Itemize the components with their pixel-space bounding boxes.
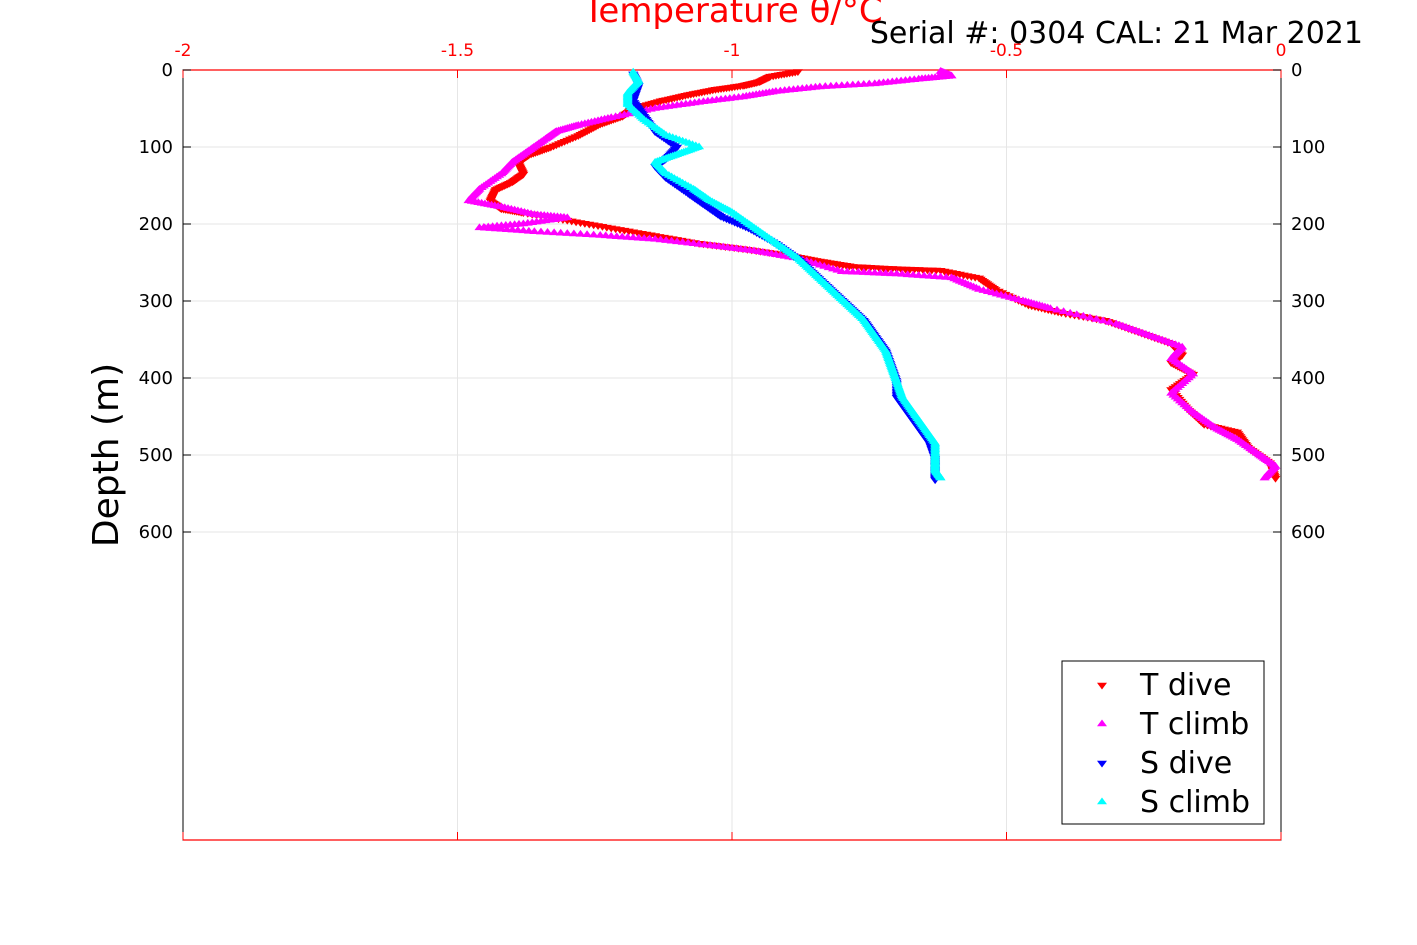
y-tick-label-right: 500	[1291, 445, 1325, 466]
y-axis-label: Depth (m)	[86, 363, 127, 547]
y-tick-label-left: 100	[139, 137, 173, 158]
data-point	[542, 227, 553, 235]
legend-marker	[1097, 719, 1107, 727]
legend-marker	[1097, 682, 1107, 690]
y-tick-label-left: 500	[139, 445, 173, 466]
data-point	[1045, 304, 1056, 311]
x-tick-label: -0.5	[990, 41, 1023, 61]
y-tick-label-right: 300	[1291, 291, 1325, 312]
legend-entry-label: T climb	[1139, 707, 1249, 742]
data-point	[1270, 475, 1281, 483]
data-point	[529, 227, 540, 234]
y-tick-label-left: 300	[139, 291, 173, 312]
legend-entry-label: S dive	[1140, 746, 1232, 781]
legend-entry-label: S climb	[1140, 785, 1250, 820]
chart-title: Temperature θ/°C	[582, 0, 882, 31]
y-tick-label-left: 0	[162, 60, 173, 81]
legend-entry-label: T dive	[1139, 668, 1231, 703]
y-tick-label-left: 600	[139, 522, 173, 543]
legend: T dive T climb S dive S climb	[1061, 660, 1265, 825]
y-tick-label-right: 400	[1291, 368, 1325, 389]
data-point	[562, 229, 573, 236]
data-point	[535, 227, 546, 235]
data-point	[1091, 314, 1102, 322]
data-points	[463, 67, 1281, 485]
x-tick-label: -1.5	[441, 41, 474, 61]
legend-box	[1061, 660, 1265, 825]
x-tick-label: -2	[175, 41, 192, 61]
data-point	[568, 229, 579, 237]
data-point	[1084, 313, 1095, 321]
y-tick-label-right: 0	[1291, 60, 1302, 81]
y-tick-label-left: 200	[139, 214, 173, 235]
grid	[182, 69, 1282, 840]
series-s-climb	[622, 67, 946, 481]
legend-marker	[1097, 797, 1107, 805]
data-point	[555, 228, 566, 236]
y-tick-label-right: 200	[1291, 214, 1325, 235]
data-point	[588, 230, 599, 238]
data-point	[1078, 311, 1089, 319]
data-point	[1065, 308, 1076, 316]
x-tick-label: 0	[1276, 41, 1287, 61]
chart-subtitle: Serial #: 0304 CAL: 21 Mar 2021	[870, 16, 1363, 51]
data-point	[575, 229, 586, 237]
x-tick-label: -1	[724, 41, 741, 61]
y-tick-label-right: 100	[1291, 137, 1325, 158]
y-ticks: 0 0 100 100 200 200 300 300 400 400 500 500 600 600	[139, 60, 1326, 543]
data-point	[1098, 316, 1109, 324]
data-point	[1052, 305, 1063, 313]
x-ticks: -2 -1.5 -1 -0.5 0	[175, 41, 1287, 840]
data-point	[1071, 310, 1082, 318]
data-point	[1058, 307, 1069, 315]
data-point	[1104, 318, 1115, 325]
data-point	[582, 230, 593, 238]
y-tick-label-right: 600	[1291, 522, 1325, 543]
legend-marker	[1097, 760, 1107, 768]
y-tick-label-left: 400	[139, 368, 173, 389]
data-point	[549, 228, 560, 236]
data-point	[935, 473, 946, 481]
data-point	[1259, 473, 1270, 481]
